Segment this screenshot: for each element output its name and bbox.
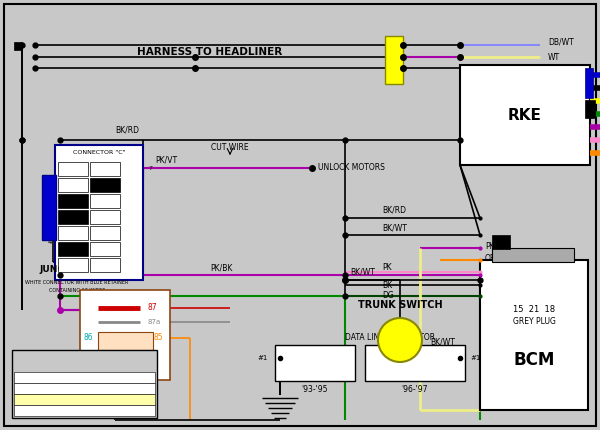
Text: DB/WT: DB/WT [548, 37, 574, 46]
Text: ▼: ▼ [23, 384, 29, 393]
Bar [58, 258, 88, 272]
Bar [365, 345, 465, 381]
Text: DG: DG [382, 292, 394, 301]
Bar [14, 372, 155, 383]
Bar [58, 242, 88, 256]
Text: 11: 11 [101, 246, 109, 252]
Text: PK: PK [382, 264, 392, 273]
Text: LEDGEND: LEDGEND [58, 355, 110, 365]
Bar [58, 226, 88, 240]
Text: #1: #1 [470, 355, 481, 361]
Bar [90, 242, 120, 256]
Text: 87: 87 [147, 304, 157, 313]
Text: 5: 5 [71, 262, 75, 267]
Text: CUT WIRE: CUT WIRE [211, 144, 249, 153]
Text: BK/RD: BK/RD [115, 126, 139, 135]
Bar [585, 100, 595, 118]
Text: 12: 12 [101, 262, 109, 267]
Bar [385, 36, 403, 84]
Text: ■: ■ [22, 406, 29, 415]
Bar [14, 394, 155, 405]
Bar [460, 65, 590, 165]
Text: —: — [22, 395, 30, 404]
Bar [585, 68, 593, 98]
Text: SPLICED WIRES: SPLICED WIRES [70, 375, 121, 381]
Bar [480, 260, 588, 410]
Text: HARNESS TO HEADLINER: HARNESS TO HEADLINER [137, 47, 283, 57]
Text: #1: #1 [257, 355, 268, 361]
Text: BK/WT: BK/WT [350, 267, 375, 276]
Text: PK/BK: PK/BK [210, 264, 232, 273]
Text: TRUNK SWITCH: TRUNK SWITCH [358, 300, 442, 310]
Text: PK/VT: PK/VT [485, 242, 507, 251]
Text: 30: 30 [110, 363, 120, 372]
Text: TO EXISTING WIRING: TO EXISTING WIRING [61, 408, 130, 414]
Bar [98, 332, 153, 350]
Bar [275, 345, 355, 381]
Text: DATA LINK CONNECTOR: DATA LINK CONNECTOR [345, 334, 435, 343]
Text: BK: BK [382, 280, 392, 289]
Text: PK/VT: PK/VT [155, 156, 177, 165]
Text: BCM: BCM [514, 351, 554, 369]
Text: RELAY: RELAY [98, 383, 132, 393]
Bar [90, 194, 120, 208]
Text: CONNECTOR "C": CONNECTOR "C" [73, 150, 125, 154]
Text: 3: 3 [71, 230, 75, 236]
Text: 85: 85 [153, 334, 163, 343]
Bar [90, 258, 120, 272]
Text: 15  21  18: 15 21 18 [513, 305, 555, 314]
Text: WT: WT [548, 52, 560, 61]
Text: 9: 9 [103, 215, 107, 219]
Text: ●: ● [23, 373, 29, 382]
Bar [14, 42, 22, 50]
Bar [90, 226, 120, 240]
Bar [90, 162, 120, 176]
Bar [12, 350, 157, 418]
Text: BK/RD: BK/RD [382, 206, 406, 215]
Bar [492, 235, 510, 249]
Bar [14, 383, 155, 394]
Text: WHITE CONNECTOR WITH BLUE RETAINER: WHITE CONNECTOR WITH BLUE RETAINER [25, 280, 128, 285]
Text: BK/WT: BK/WT [382, 224, 407, 233]
Bar [90, 210, 120, 224]
Text: 4: 4 [48, 239, 52, 245]
Text: 8: 8 [103, 199, 107, 203]
Bar [58, 210, 88, 224]
Text: 6: 6 [103, 166, 107, 172]
Bar [14, 405, 155, 416]
Bar [80, 290, 170, 380]
Text: 2: 2 [71, 182, 75, 187]
Text: JUNCTION BOX: JUNCTION BOX [40, 265, 114, 274]
Text: 87a: 87a [147, 319, 160, 325]
Bar [492, 248, 574, 262]
Text: RKE: RKE [508, 108, 542, 123]
Bar [58, 178, 88, 192]
Text: BK/WT: BK/WT [430, 338, 455, 347]
Text: 10: 10 [101, 230, 109, 236]
Text: GREY PLUG: GREY PLUG [512, 317, 556, 326]
Text: 7: 7 [148, 166, 152, 172]
Bar [58, 162, 88, 176]
Text: WT / WHITE WIRE: WT / WHITE WIRE [66, 396, 124, 402]
Bar [90, 178, 120, 192]
Bar [58, 194, 88, 208]
Text: UNLOCK MOTORS: UNLOCK MOTORS [318, 163, 385, 172]
Bar [55, 145, 143, 280]
Text: 86: 86 [83, 334, 92, 343]
Text: OR/WT: OR/WT [485, 254, 511, 262]
Circle shape [378, 318, 422, 362]
Text: '96-'97: '96-'97 [402, 386, 428, 394]
Text: 1: 1 [71, 166, 75, 172]
Text: CONTAINING 12 WIRES: CONTAINING 12 WIRES [49, 288, 105, 292]
Text: '93-'95: '93-'95 [302, 386, 328, 394]
Text: GROUND: GROUND [80, 386, 110, 391]
Bar [42, 175, 56, 240]
